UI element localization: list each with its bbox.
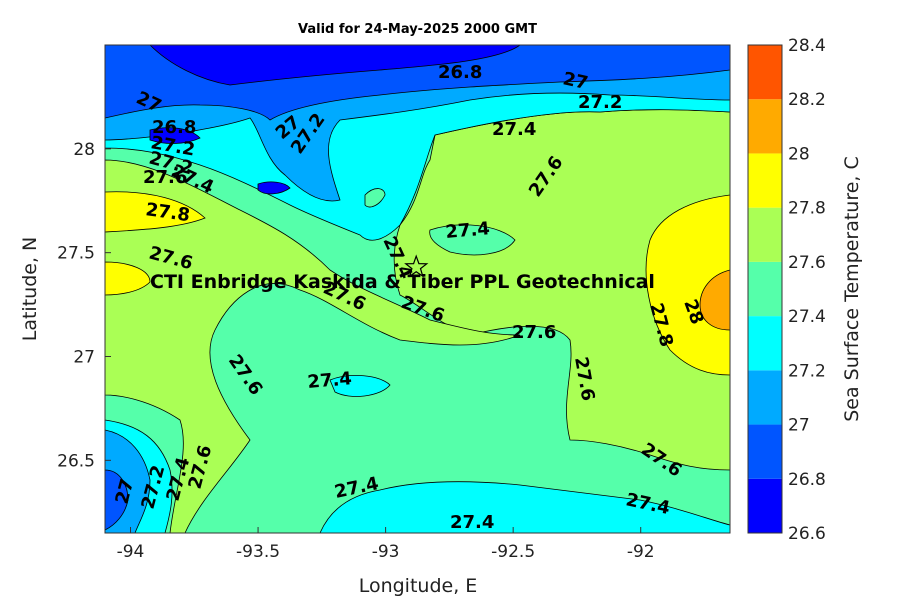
sst-region-27-6-27-8-west xyxy=(105,159,521,533)
colorbar-swatch xyxy=(748,370,782,425)
colorbar-tick-label: 27 xyxy=(788,416,810,436)
colorbar-label: Sea Surface Temperature, C xyxy=(841,156,863,422)
y-tick-label: 27.5 xyxy=(57,244,95,264)
colorbar-tick-label: 27.4 xyxy=(788,307,826,327)
x-axis-ticks: -94 -93.5 -93 -92.5 -92 xyxy=(117,527,655,562)
colorbar-frame xyxy=(747,44,783,534)
site-annotation: CTI Enbridge Kaskida & Tiber PPL Geotech… xyxy=(150,271,655,293)
colorbar-tick-label: 28 xyxy=(788,144,810,164)
sst-region-sw-26-8 xyxy=(105,469,129,531)
contour-label: 27.4 xyxy=(450,512,494,533)
plot-frame xyxy=(104,44,731,534)
colorbar-tick-label: 26.6 xyxy=(788,524,826,544)
colorbar-tick-label: 28.4 xyxy=(788,36,826,56)
colorbar-swatch xyxy=(748,153,782,208)
sst-region-south-27-4 xyxy=(319,481,730,533)
colorbar-swatch xyxy=(748,99,782,154)
colorbar: 28.4 28.2 28 27.8 27.6 27.4 27.2 27 26.8 26.6 xyxy=(747,36,826,544)
contour-label: 27.6 xyxy=(143,167,187,188)
sst-region-27-8-28-west xyxy=(105,191,206,233)
contour-label: 27.4 xyxy=(492,119,536,140)
colorbar-tick-label: 27.6 xyxy=(788,253,826,273)
contour-label: 27.2 xyxy=(578,92,622,113)
y-axis-label: Latitude, N xyxy=(19,237,41,342)
sst-region-27-8-28-east xyxy=(645,194,730,376)
sst-region-27-8-28-west2 xyxy=(105,261,151,296)
contour-label: 27 xyxy=(561,68,590,94)
sst-region-28-plus xyxy=(699,269,730,331)
colorbar-tick-label: 27.2 xyxy=(788,361,826,381)
colorbar-swatch xyxy=(748,45,782,100)
x-axis-label: Longitude, E xyxy=(359,575,478,597)
contour-label: 27.4 xyxy=(307,368,353,393)
y-tick-label: 28 xyxy=(73,140,95,160)
x-tick-label: -92 xyxy=(627,542,655,562)
y-tick-label: 27 xyxy=(73,347,95,367)
contour-label: 26.8 xyxy=(438,62,482,83)
colorbar-tick-label: 28.2 xyxy=(788,90,826,110)
star-icon xyxy=(404,254,429,278)
colorbar-tick-label: 26.8 xyxy=(788,470,826,490)
colorbar-swatch xyxy=(748,424,782,479)
y-tick-label: 26.5 xyxy=(57,451,95,471)
y-axis-ticks: 28 27.5 27 26.5 xyxy=(57,140,111,471)
colorbar-swatch xyxy=(748,261,782,317)
colorbar-tick-label: 27.8 xyxy=(788,199,826,219)
contour-fill-layer xyxy=(105,45,730,533)
colorbar-swatch xyxy=(748,316,782,371)
contour-label: 26.8 xyxy=(152,117,196,138)
x-tick-label: -93 xyxy=(372,542,400,562)
sst-patch-small xyxy=(364,188,386,208)
x-tick-label: -93.5 xyxy=(236,542,280,562)
contour-label: 27.4 xyxy=(445,218,491,243)
sst-patch-27-4 xyxy=(429,224,516,256)
sst-region-below-26-8-north xyxy=(149,45,521,86)
sst-patch-south-27-4 xyxy=(329,375,391,397)
colorbar-swatch xyxy=(748,478,782,533)
colorbar-swatch xyxy=(748,207,782,262)
contour-label: 27.6 xyxy=(512,322,556,343)
x-tick-label: -92.5 xyxy=(491,542,535,562)
x-tick-label: -94 xyxy=(117,542,145,562)
map-title: Valid for 24-May-2025 2000 GMT xyxy=(298,22,537,37)
sst-region-below-26-8-patch2 xyxy=(257,181,291,195)
sst-region-below-26-8-patch xyxy=(149,127,201,144)
